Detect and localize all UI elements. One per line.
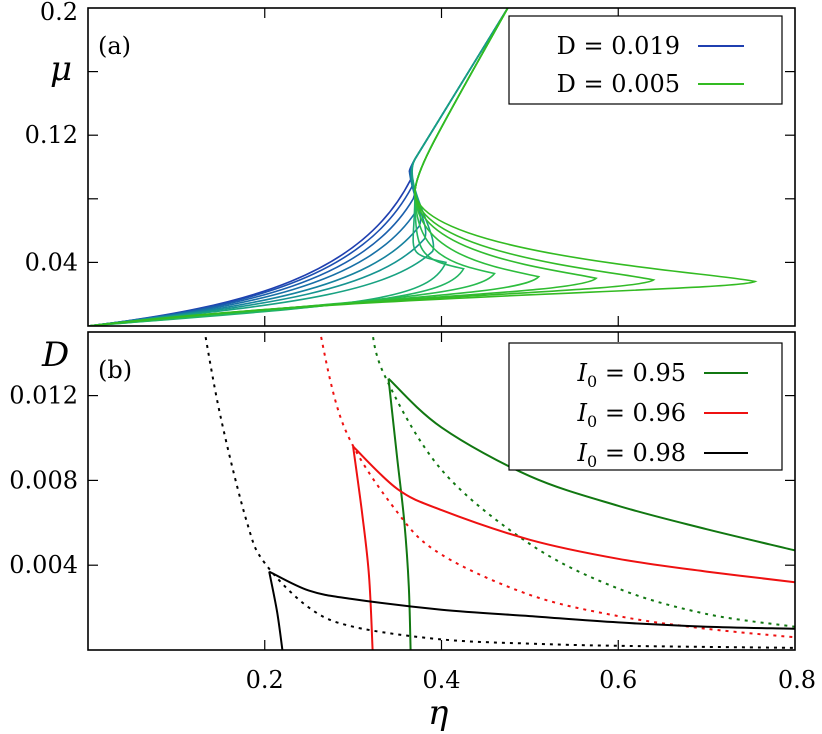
- panel-b-curves: [203, 332, 795, 650]
- panel-a-label: (a): [98, 32, 131, 60]
- panel-b-legend: I0 = 0.95 I0 = 0.96 I0 = 0.98: [508, 342, 783, 471]
- x-tick-label: 0.8: [778, 666, 816, 694]
- panel-b-ticks: 0.2 0.4 0.6 0.8 0.004 0.008 0.012: [9, 332, 816, 694]
- legend-box: [508, 15, 783, 105]
- y-tick-label: 0.04: [25, 248, 78, 276]
- legend-label: I0 = 0.95: [577, 359, 686, 391]
- legend-label: D = 0.005: [557, 70, 680, 98]
- legend-box: [508, 342, 783, 471]
- series-vertical-line: [268, 571, 284, 650]
- x-tick-label: 0.4: [422, 666, 460, 694]
- x-tick-label: 0.6: [599, 666, 637, 694]
- legend-label: I0 = 0.96: [577, 399, 686, 431]
- series-line: [88, 8, 509, 326]
- y-tick-label: 0.012: [9, 382, 78, 410]
- panel-b-label: (b): [98, 356, 132, 384]
- series-line: [352, 445, 795, 584]
- series-vertical-line: [352, 446, 374, 650]
- panel-a-legend: D = 0.019 D = 0.005: [508, 15, 783, 105]
- series-line: [268, 570, 795, 630]
- y-tick-label: 0.008: [9, 466, 78, 494]
- series-dashed-line: [371, 332, 795, 628]
- series-vertical-line: [387, 378, 412, 650]
- series-line: [88, 8, 758, 326]
- series-dashed-line: [203, 332, 795, 649]
- panel-b-xlabel: η: [428, 693, 449, 733]
- panel-b-ylabel: D: [41, 335, 69, 375]
- y-tick-label: 0.12: [25, 121, 78, 149]
- panel-a-curves: [88, 8, 758, 326]
- legend-label: D = 0.019: [557, 32, 680, 60]
- panel-b: 0.2 0.4 0.6 0.8 0.004 0.008 0.012 (b) D η I0 =…: [9, 331, 816, 733]
- series-line: [88, 8, 509, 326]
- y-tick-label: 0.004: [9, 551, 78, 579]
- x-tick-label: 0.2: [246, 666, 284, 694]
- legend-label: I0 = 0.98: [577, 439, 686, 471]
- y-tick-label: 0.2: [40, 0, 78, 26]
- panel-a: 0.04 0.12 0.2 (a) μ D = 0.019 D = 0.005: [25, 0, 796, 327]
- panel-a-ticks: 0.04 0.12 0.2: [25, 0, 795, 326]
- panel-a-ylabel: μ: [50, 49, 72, 89]
- series-line: [387, 377, 795, 552]
